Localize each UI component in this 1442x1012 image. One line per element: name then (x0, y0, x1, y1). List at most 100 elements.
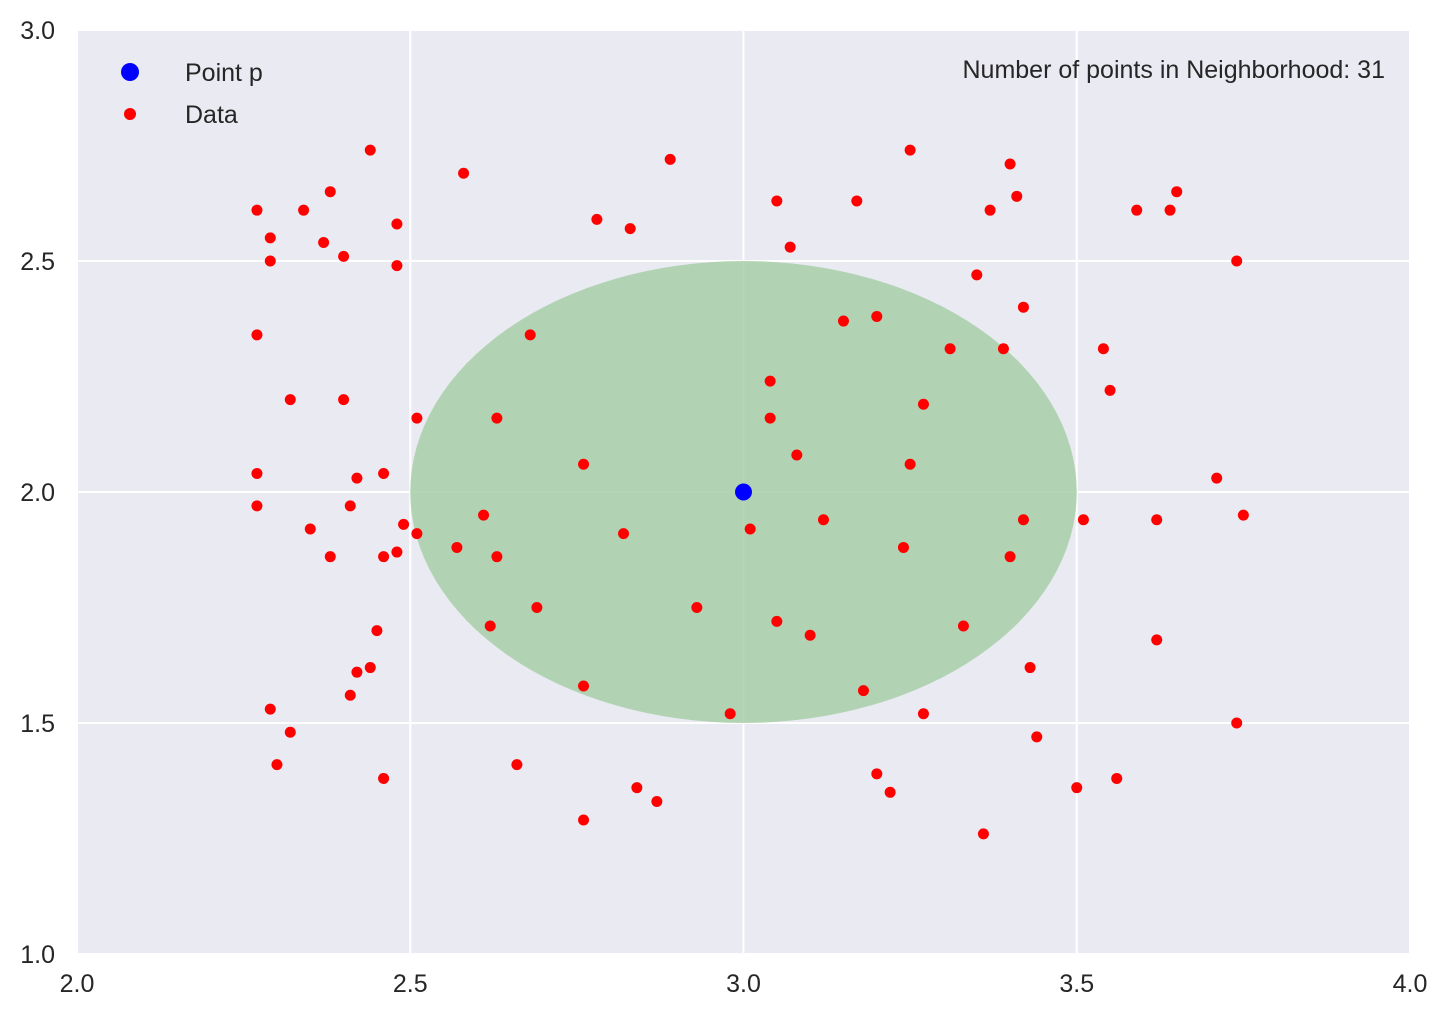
data-point-96 (1151, 634, 1163, 646)
data-point-67 (884, 786, 896, 798)
data-point-89 (1131, 204, 1143, 216)
data-point-37 (524, 329, 536, 341)
data-point-48 (511, 759, 523, 771)
data-point-8 (391, 218, 403, 230)
data-point-6 (338, 250, 350, 262)
data-point-17 (251, 468, 263, 480)
legend-marker-data (124, 108, 136, 120)
data-point-22 (351, 472, 363, 484)
data-point-60 (771, 615, 783, 627)
data-point-26 (398, 518, 410, 530)
data-point-78 (1017, 301, 1029, 313)
data-point-16 (338, 394, 350, 406)
data-point-52 (724, 708, 736, 720)
data-point-14 (251, 329, 263, 341)
data-point-83 (977, 828, 989, 840)
data-point-72 (944, 343, 956, 355)
data-point-44 (578, 458, 590, 470)
x-axis-ticks: 2.0 2.5 3.0 3.5 4.0 (60, 970, 1428, 998)
data-point-61 (804, 629, 816, 641)
legend-marker-point-p (121, 63, 139, 81)
data-point-81 (957, 620, 969, 632)
data-point-85 (1031, 731, 1043, 743)
data-point-70 (917, 398, 929, 410)
data-point-5 (324, 186, 336, 198)
x-tick-label-0: 2.0 (60, 970, 95, 998)
data-point-19 (304, 523, 316, 535)
data-point-34 (284, 726, 296, 738)
data-point-28 (411, 412, 423, 424)
data-point-88 (1104, 384, 1116, 396)
data-point-92 (1231, 255, 1243, 267)
data-point-27 (411, 528, 423, 540)
data-point-15 (284, 394, 296, 406)
data-point-91 (1171, 186, 1183, 198)
data-point-39 (478, 509, 490, 521)
data-point-66 (871, 768, 883, 780)
x-tick-label-3: 3.5 (1059, 970, 1094, 998)
data-points-layer (251, 144, 1249, 840)
data-point-86 (1077, 514, 1089, 526)
data-point-33 (264, 703, 276, 715)
data-point-97 (1231, 717, 1243, 729)
data-point-93 (1211, 472, 1223, 484)
x-tick-label-4: 4.0 (1393, 970, 1428, 998)
data-point-82 (917, 708, 929, 720)
data-point-31 (364, 662, 376, 674)
data-point-62 (851, 195, 863, 207)
data-point-75 (1004, 158, 1016, 170)
data-point-11 (664, 153, 676, 165)
data-point-87 (1097, 343, 1109, 355)
data-point-94 (1237, 509, 1249, 521)
data-point-36 (378, 772, 390, 784)
data-point-7 (364, 144, 376, 156)
data-point-45 (618, 528, 630, 540)
data-point-77 (997, 343, 1009, 355)
data-point-58 (744, 523, 756, 535)
data-point-42 (484, 620, 496, 632)
data-point-24 (378, 551, 390, 563)
data-point-56 (764, 412, 776, 424)
data-point-59 (817, 514, 829, 526)
legend-label-point-p: Point p (185, 59, 263, 87)
data-point-53 (771, 195, 783, 207)
data-point-63 (837, 315, 849, 327)
y-tick-label-1: 1.5 (20, 710, 55, 738)
data-point-79 (1017, 514, 1029, 526)
y-tick-label-0: 1.0 (20, 941, 55, 969)
data-point-98 (1111, 772, 1123, 784)
data-point-55 (764, 375, 776, 387)
data-point-73 (971, 269, 983, 281)
data-point-0 (251, 204, 263, 216)
data-point-10 (458, 167, 470, 179)
data-point-80 (1004, 551, 1016, 563)
y-tick-label-3: 2.5 (20, 248, 55, 276)
data-point-25 (391, 546, 403, 558)
point-p-layer (735, 483, 752, 501)
data-point-40 (451, 541, 463, 553)
data-point-64 (871, 310, 883, 322)
legend-label-data: Data (185, 101, 238, 129)
legend: Point p Data (121, 59, 263, 129)
data-point-2 (264, 255, 276, 267)
data-point-3 (298, 204, 310, 216)
data-point-69 (904, 458, 916, 470)
data-point-74 (984, 204, 996, 216)
y-tick-label-2: 2.0 (20, 479, 55, 507)
data-point-71 (904, 144, 916, 156)
data-point-51 (651, 796, 663, 808)
x-tick-label-1: 2.5 (393, 970, 428, 998)
y-axis-ticks: 1.0 1.5 2.0 2.5 3.0 (20, 17, 55, 969)
data-point-20 (324, 551, 336, 563)
data-point-43 (531, 602, 543, 613)
data-point-57 (791, 449, 803, 461)
data-point-68 (897, 541, 909, 553)
data-point-76 (1011, 190, 1023, 202)
data-point-38 (491, 412, 503, 424)
data-point-46 (691, 602, 703, 613)
point-p-marker (735, 483, 752, 501)
y-tick-label-4: 3.0 (20, 17, 55, 45)
data-point-21 (344, 500, 356, 512)
data-point-9 (391, 260, 403, 272)
